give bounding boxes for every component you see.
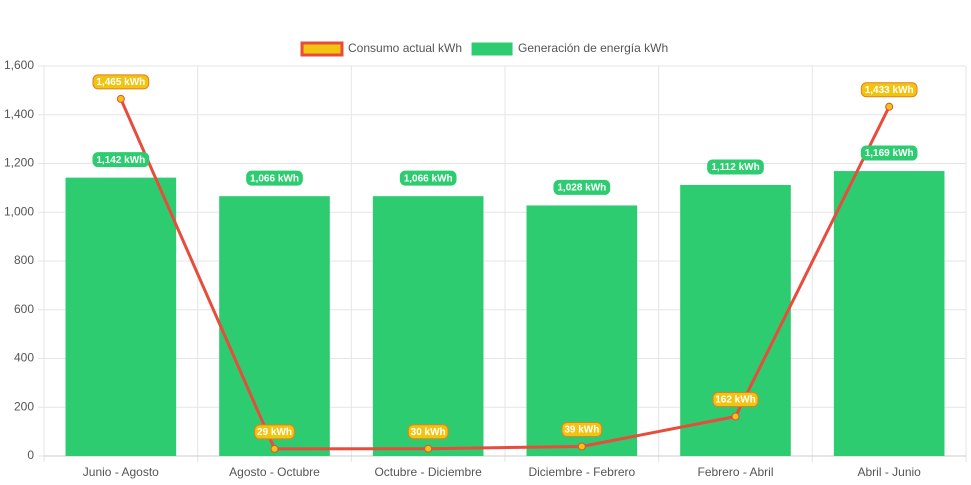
data-label: 30 kWh bbox=[411, 427, 446, 438]
data-label-box bbox=[246, 170, 303, 186]
data-label: 29 kWh bbox=[257, 427, 292, 438]
data-label-box bbox=[860, 82, 918, 98]
data-label-box bbox=[399, 170, 457, 186]
data-label: 1,028 kWh bbox=[557, 183, 606, 194]
bar bbox=[526, 205, 638, 456]
bar bbox=[219, 196, 330, 456]
y-tick-label: 0 bbox=[27, 448, 34, 462]
line-point bbox=[577, 442, 586, 451]
bar bbox=[65, 177, 177, 456]
x-tick-label: Febrero - Abril bbox=[697, 465, 773, 479]
data-label: 162 kWh bbox=[715, 395, 756, 406]
data-label: 1,066 kWh bbox=[404, 173, 453, 184]
legend-label[interactable]: Consumo actual kWh bbox=[348, 41, 462, 55]
x-tick-label: Abril - Junio bbox=[857, 465, 921, 479]
data-label: 1,465 kWh bbox=[96, 77, 145, 88]
y-tick-label: 1,400 bbox=[4, 107, 34, 121]
y-tick-label: 1,200 bbox=[4, 156, 34, 170]
data-label: 1,142 kWh bbox=[96, 155, 145, 166]
data-label: 1,066 kWh bbox=[250, 173, 299, 184]
data-label-box bbox=[860, 145, 918, 161]
x-tick-label: Junio - Agosto bbox=[83, 465, 159, 479]
bar bbox=[372, 196, 484, 456]
data-label: 1,169 kWh bbox=[865, 148, 914, 159]
data-label: 39 kWh bbox=[564, 425, 599, 436]
y-tick-label: 800 bbox=[14, 253, 34, 267]
x-tick-label: Octubre - Diciembre bbox=[374, 465, 482, 479]
y-tick-label: 600 bbox=[14, 302, 34, 316]
data-label: 1,433 kWh bbox=[865, 85, 914, 96]
data-label-box bbox=[553, 179, 611, 195]
legend-swatch[interactable] bbox=[300, 41, 344, 57]
y-tick-label: 1,600 bbox=[4, 58, 34, 72]
y-tick-label: 400 bbox=[14, 351, 34, 365]
y-tick-label: 1,000 bbox=[4, 204, 34, 218]
line-point bbox=[731, 412, 740, 421]
legend-swatch[interactable] bbox=[471, 42, 513, 56]
line-point bbox=[116, 94, 125, 103]
line-point bbox=[885, 102, 894, 111]
data-label-box bbox=[707, 159, 764, 175]
line-point bbox=[424, 444, 433, 453]
data-label-box bbox=[254, 424, 295, 440]
data-label: 1,112 kWh bbox=[711, 162, 759, 173]
x-tick-label: Agosto - Octubre bbox=[229, 465, 320, 479]
y-tick-label: 200 bbox=[14, 399, 34, 413]
data-label-box bbox=[407, 424, 449, 440]
line-point bbox=[270, 444, 279, 453]
data-label-box bbox=[561, 421, 603, 437]
data-label-box bbox=[92, 152, 150, 168]
bar bbox=[833, 171, 945, 456]
data-label-box bbox=[712, 392, 759, 408]
legend-label[interactable]: Generación de energía kWh bbox=[518, 41, 668, 55]
bar bbox=[680, 184, 791, 456]
line bbox=[119, 98, 891, 451]
data-label-box bbox=[92, 74, 150, 90]
x-tick-label: Diciembre - Febrero bbox=[528, 465, 635, 479]
